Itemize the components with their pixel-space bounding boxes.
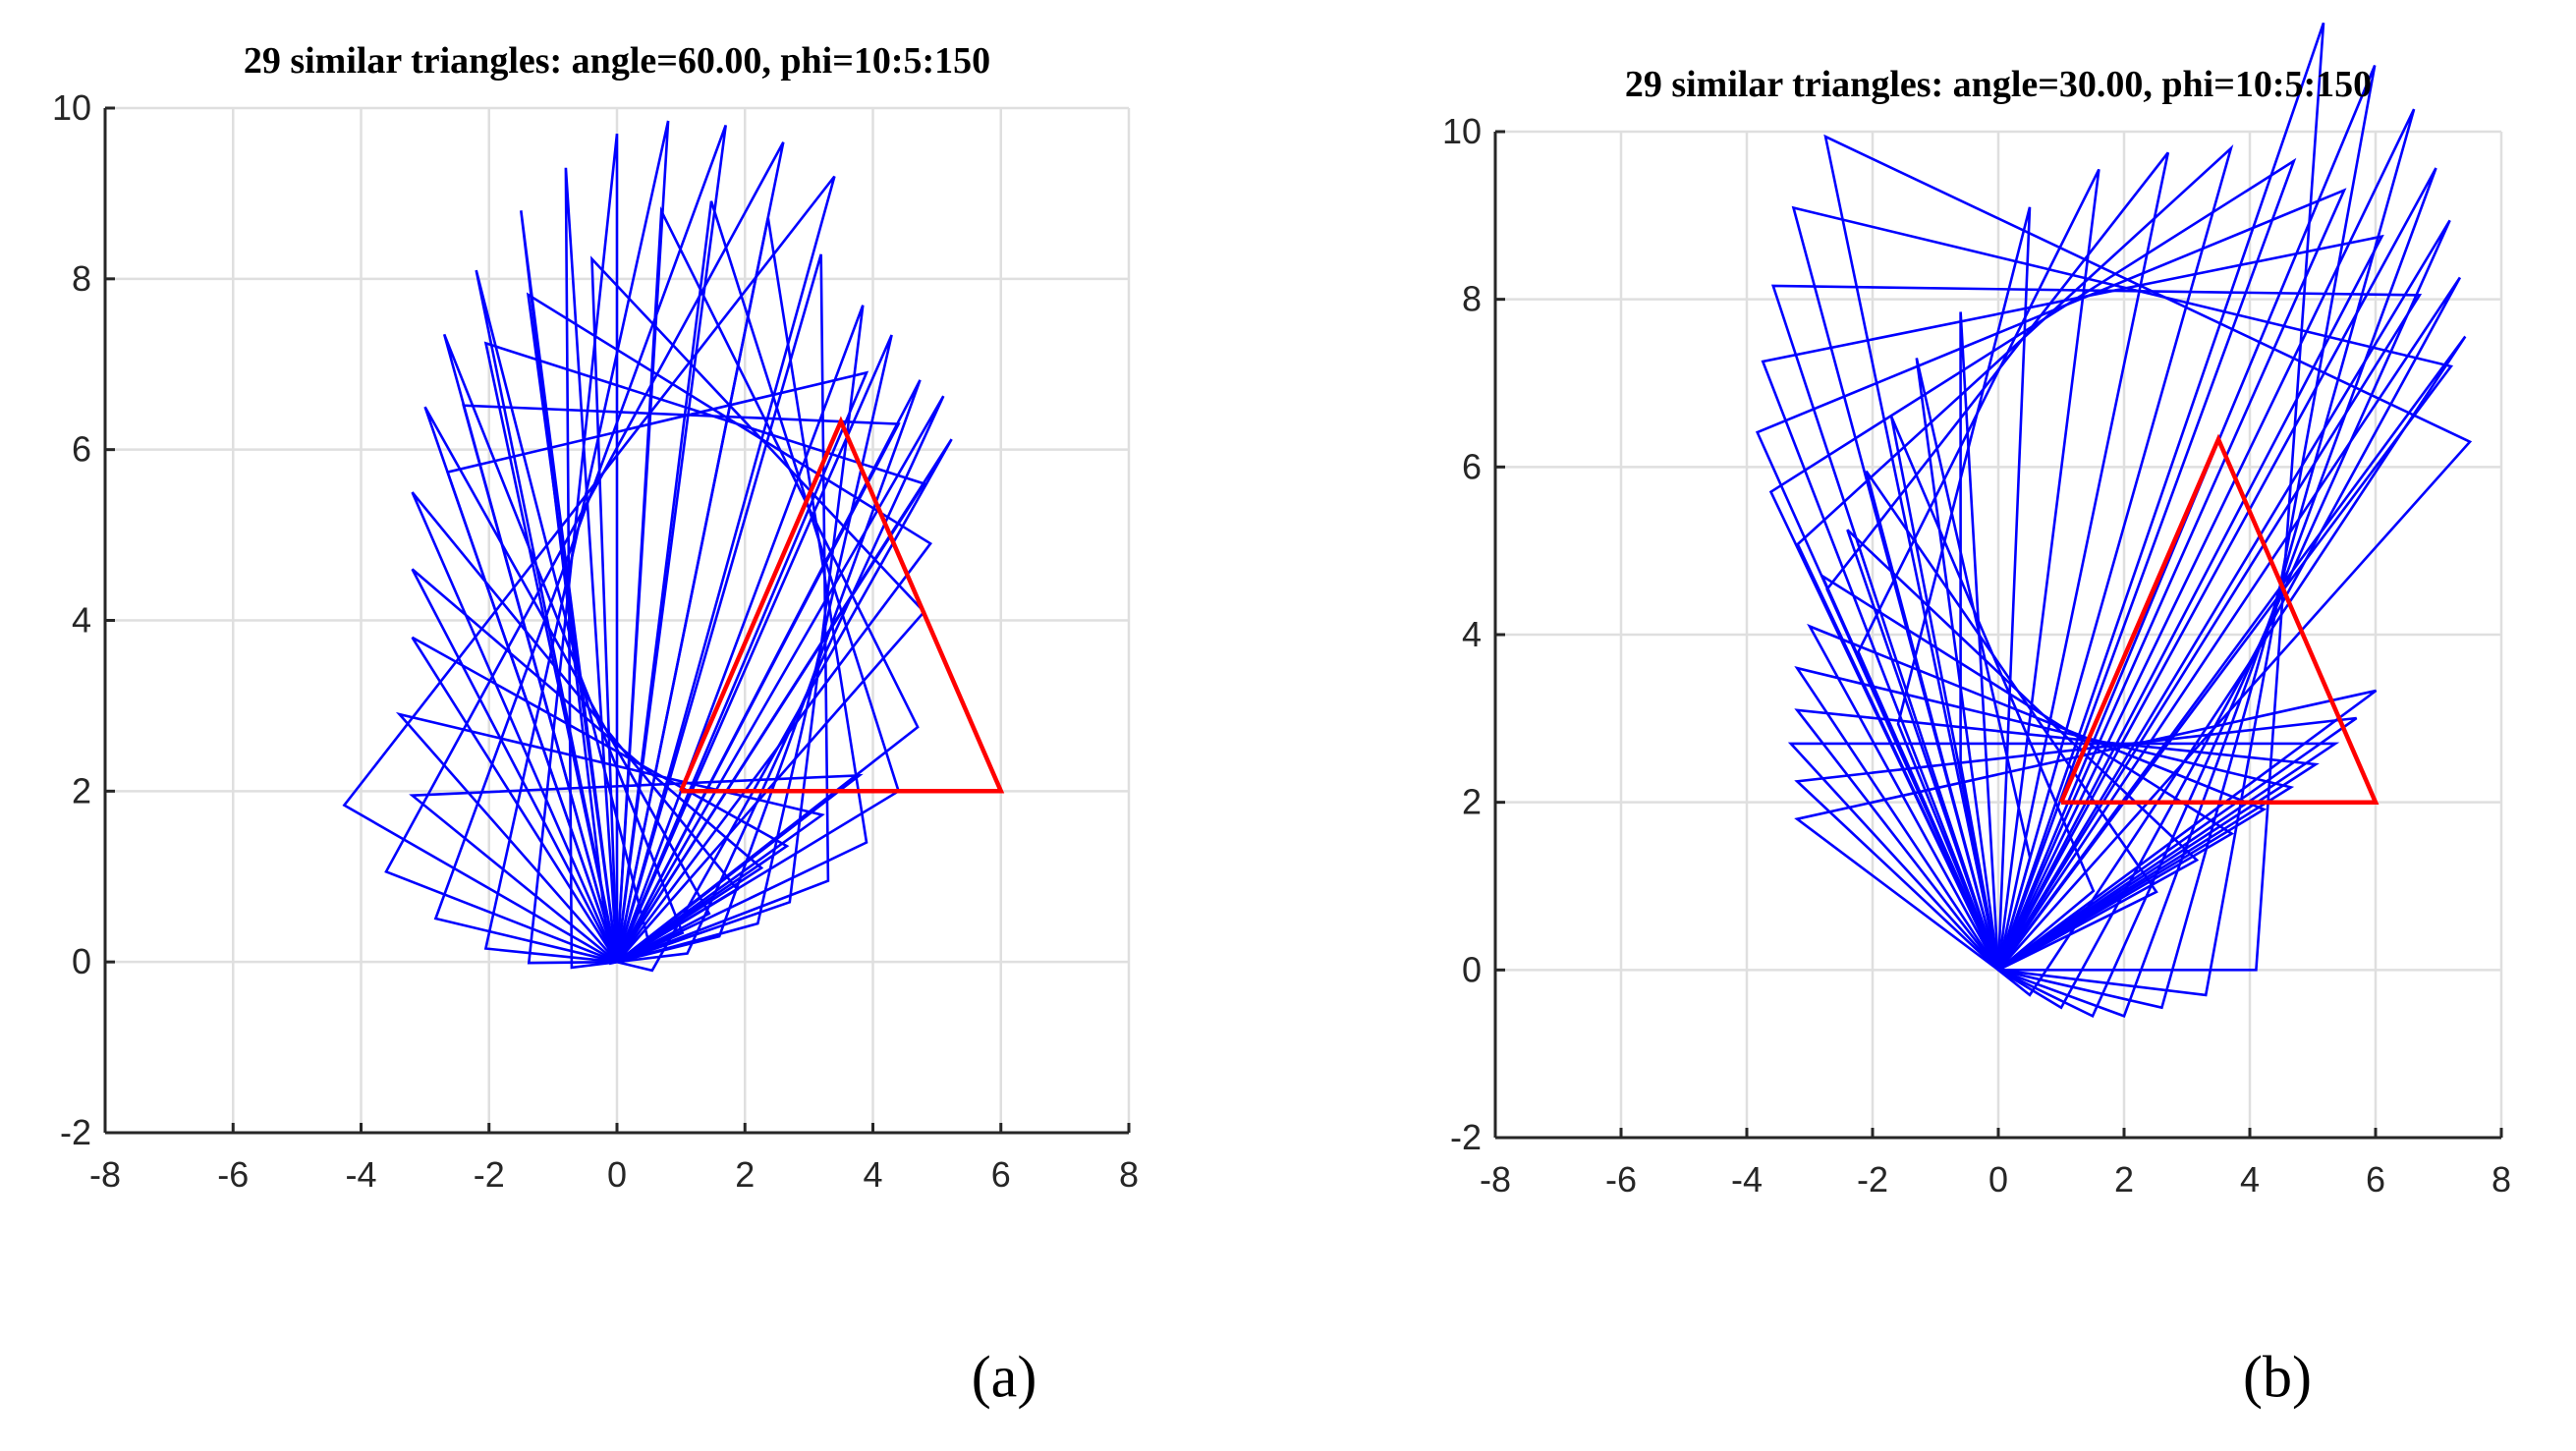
similar-triangle	[1794, 689, 2378, 972]
x-tick-label: 2	[735, 1154, 755, 1195]
similar-triangle	[1996, 219, 2451, 1019]
similar-triangle	[1846, 529, 2200, 972]
x-tick-label: -8	[89, 1154, 121, 1195]
x-tick-label: 6	[2366, 1159, 2385, 1200]
similar-triangle	[1865, 470, 2158, 972]
similar-triangle	[342, 175, 836, 964]
similar-triangle	[1823, 134, 2473, 972]
similar-triangle	[1791, 205, 2454, 972]
similar-triangle	[1787, 742, 2340, 972]
x-tick-label: -2	[474, 1154, 505, 1195]
similar-triangle	[411, 636, 790, 964]
reference-triangle	[679, 416, 1005, 794]
y-tick-label: 10	[52, 87, 91, 128]
similar-triangle	[615, 200, 901, 964]
x-tick-label: -8	[1480, 1159, 1511, 1200]
similar-triangle	[1996, 108, 2416, 1010]
grid-lines	[1493, 130, 2503, 1140]
similar-triangle	[1796, 144, 2234, 971]
x-tick-label: -6	[217, 1154, 249, 1195]
y-tick-label: 10	[1442, 111, 1482, 151]
x-tick-label: 4	[2240, 1159, 2260, 1200]
similar-triangle	[527, 133, 619, 965]
y-tick-label: 6	[1462, 446, 1482, 486]
x-tick-label: 0	[1988, 1159, 2008, 1200]
plot-panel-b: -8 -6 -4 -2 0 2 4 6 8 -2 0 2 4 6 8 10 29 similar triangl…	[1442, 22, 2511, 1200]
similar-triangle	[1819, 572, 2235, 972]
similar-triangle	[520, 210, 619, 966]
y-tick-label: 0	[72, 941, 91, 981]
x-tick-label: 2	[2114, 1159, 2134, 1200]
similar-triangle	[423, 406, 711, 964]
similar-triangle	[1755, 188, 2347, 971]
similar-triangle	[1761, 234, 2384, 971]
caption-b: (b)	[2243, 1344, 2312, 1410]
similar-triangle	[395, 711, 825, 964]
y-tick-label: 6	[72, 429, 91, 470]
similar-triangle	[615, 305, 865, 964]
chart-title: 29 similar triangles: angle=60.00, phi=1…	[244, 40, 990, 82]
x-tick-label: 4	[863, 1154, 882, 1195]
similar-triangles	[342, 120, 953, 973]
y-tick-label: 4	[72, 600, 91, 641]
caption-a: (a)	[971, 1344, 1037, 1410]
similar-triangle	[1794, 666, 2295, 972]
y-tick-label: 4	[1462, 614, 1482, 654]
similar-triangle	[526, 292, 932, 963]
y-tick-label: 0	[1462, 949, 1482, 989]
x-tick-label: -4	[1731, 1159, 1763, 1200]
similar-triangle	[384, 141, 785, 964]
reference-triangle	[2058, 433, 2380, 805]
y-tick-label: 8	[72, 258, 91, 299]
x-tick-label: -6	[1605, 1159, 1637, 1200]
x-tick-label: 0	[607, 1154, 627, 1195]
similar-triangle	[1996, 335, 2467, 997]
x-tick-label: -4	[345, 1154, 376, 1195]
similar-triangle	[1996, 167, 2437, 1018]
similar-triangle	[1996, 22, 2325, 972]
chart-title: 29 similar triangles: angle=30.00, phi=1…	[1625, 64, 2372, 105]
similar-triangle	[1996, 276, 2462, 1010]
similar-triangle	[1770, 284, 2423, 971]
similar-triangle	[1807, 623, 2268, 972]
x-tick-label: -2	[1857, 1159, 1888, 1200]
y-tick-label: -2	[60, 1112, 91, 1152]
plot-panel-a: -8 -6 -4 -2 0 2 4 6 8 -2 0 2 4 6 8 10 29 similar triangl…	[52, 40, 1139, 1195]
y-tick-label: 2	[72, 770, 91, 810]
similar-triangle	[411, 491, 740, 964]
y-tick-label: 8	[1462, 279, 1482, 319]
similar-triangle	[409, 773, 864, 964]
similar-triangle	[564, 167, 619, 970]
similar-triangle	[1794, 716, 2358, 972]
similar-triangle	[442, 333, 685, 964]
similar-triangle	[1794, 708, 2320, 972]
x-tick-label: 6	[991, 1154, 1011, 1195]
similar-triangle	[483, 120, 670, 964]
similar-triangles	[1755, 22, 2473, 1019]
x-tick-label: 8	[2492, 1159, 2511, 1200]
similar-triangle	[1896, 206, 2032, 971]
y-tick-label: -2	[1450, 1117, 1482, 1157]
similar-triangle	[411, 568, 764, 964]
x-tick-label: 8	[1119, 1154, 1139, 1195]
similar-triangle	[475, 269, 652, 964]
y-tick-label: 2	[1462, 782, 1482, 822]
